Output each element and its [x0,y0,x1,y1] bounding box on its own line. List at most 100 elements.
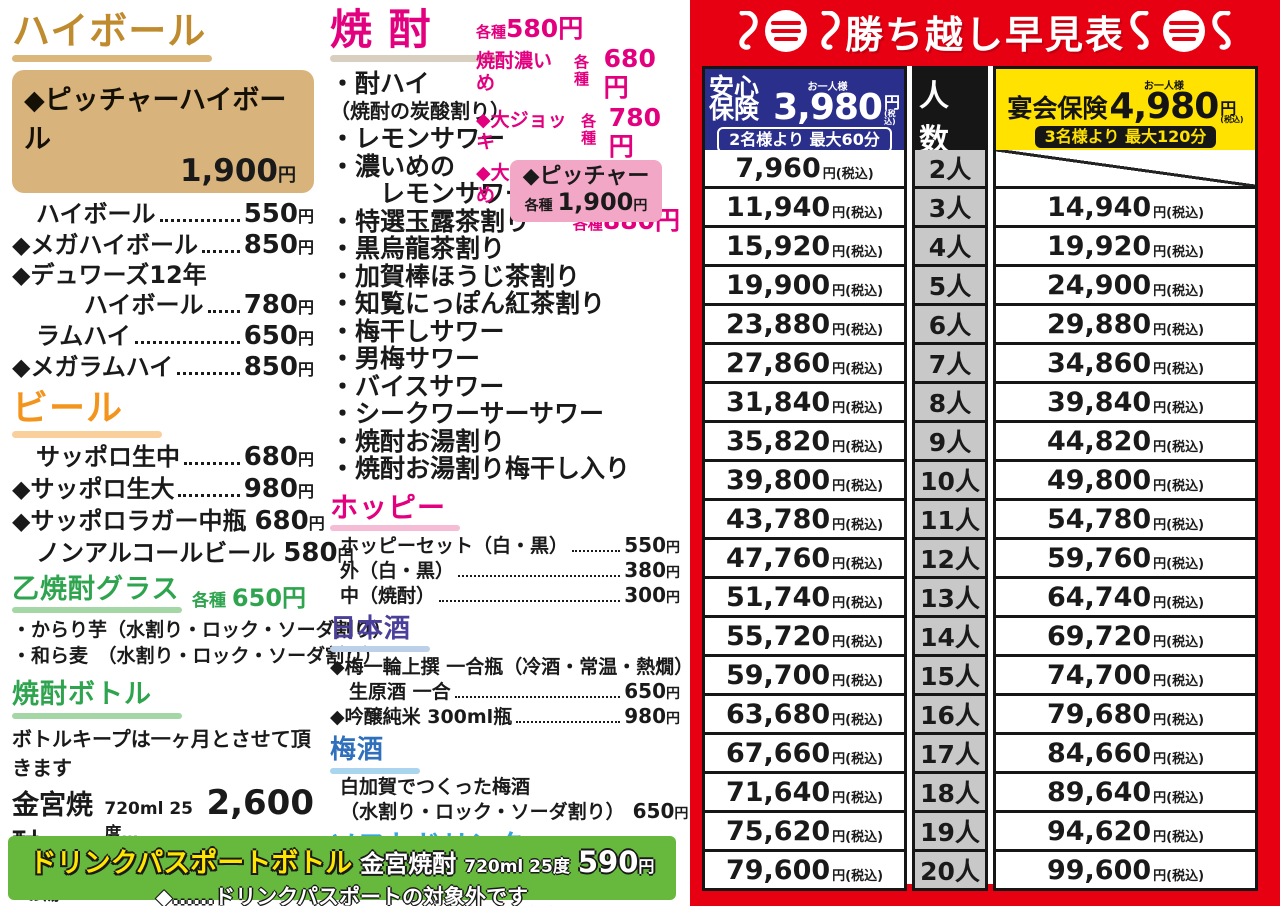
hoppy-item-list: ホッピーセット（白・黒） 550円 外（白・黒） 380円 中（焼酎） 300 [330,535,680,606]
item-price: 650円 [624,679,680,704]
people-count-cell: 7人 [912,345,988,384]
dotted-leader [201,249,240,253]
people-count-cell: 6人 [912,306,988,345]
item-name: ◆サッポロラガー中瓶 [12,506,247,535]
enkai-price-cell: 14,940 円(税込) [993,189,1258,228]
dotted-leader [439,599,621,602]
banner-bottle-spec: 720ml 25度 [464,857,570,877]
enkai-price-cell: 円(税込) [993,150,1258,189]
item-price: 980円 [624,704,680,729]
dotted-leader [454,696,621,699]
enkai-price-cell: 59,760 円(税込) [993,540,1258,579]
item-name: ◆メガハイボール [12,230,198,259]
bottle-keep-note: ボトルキープは一ヶ月とさせて頂きます [12,726,311,780]
menu-item: ◆梅一輪上撰 一合瓶（冷酒・常温・熱燗） 550円 [330,656,757,677]
featured-item-name: ◆ピッチャーハイボール [24,84,287,155]
menu-item: ・濃いめの [330,151,456,181]
banner-bottle-name: 金宮焼酎 [360,850,457,878]
people-count-cell: 15人 [912,657,988,696]
anshin-price-cell: 31,840 円(税込) [702,384,907,423]
dotted-leader [177,371,240,375]
item-name: ◆メガラムハイ [12,352,174,381]
item-name: 生原酒 一合 [330,681,451,704]
anshin-price-cell: 55,720 円(税込) [702,618,907,657]
shochu-price-line: 焼酎濃いめ 各種 680円 [476,43,656,103]
menu-item: （水割り・ロック・ソーダ割り） 650円 [340,801,688,822]
item-price: 980円 [243,473,314,504]
people-count-cell: 8人 [912,384,988,423]
item-price: 550円 [624,532,680,557]
section-title-highball: ハイボール [12,11,212,62]
enkai-price-cell: 69,720 円(税込) [993,618,1258,657]
enkai-price-cell: 54,780 円(税込) [993,501,1258,540]
menu-item: レモンサワー [330,179,531,209]
people-count-cell: 3人 [912,189,988,228]
item-price: 580円 [283,537,354,568]
item-name: 白加賀でつくった梅酒 [340,775,531,798]
menu-item: ・からり芋（水割り・ロック・ソーダ割り） [12,619,392,642]
menu-item: ・バイスサワー [330,371,505,401]
item-name: サッポロ生中 [12,442,180,471]
anshin-price-cell: 79,600 円(税込) [702,852,907,891]
item-name: 中（焼酎） [340,584,436,607]
anshin-price-cell: 59,700 円(税込) [702,657,907,696]
anshin-price-cell: 35,820 円(税込) [702,423,907,462]
anshin-price-cell: 19,900 円(税込) [702,267,907,306]
enkai-price-cell: 39,840 円(税込) [993,384,1258,423]
plan-unit: 円 (税込) [1220,98,1244,125]
people-count-header: 人数 [912,66,988,164]
item-name: ノンアルコールビール [12,538,276,567]
plan-price: お一人様 4,980 [1109,81,1219,128]
dotted-leader [207,309,240,313]
enkai-price-cell: 34,860 円(税込) [993,345,1258,384]
charm-icon [739,11,758,50]
menu-item: ・酎ハイ [330,69,430,99]
enkai-price-cell: 99,600 円(税込) [993,852,1258,891]
item-name: ◆デュワーズ12年 [12,260,207,289]
menu-item: ◆メガハイボール 850円 [12,232,314,258]
anshin-price-cell: 51,740 円(税込) [702,579,907,618]
shochu-item-list: ・酎ハイ （焼酎の炭酸割り） ・レモンサワー ・濃いめの レモンサワー ・特選玉露茶割り… [330,70,680,483]
anshin-price-cell: 23,880 円(税込) [702,306,907,345]
enkai-price-cell: 64,740 円(税込) [993,579,1258,618]
people-count-cell: 9人 [912,423,988,462]
dotted-leader [572,549,621,552]
menu-item: ・和ら麦 （水割り・ロック・ソーダ割り） [12,644,383,667]
anshin-price-cell: 11,940 円(税込) [702,189,907,228]
menu-item: 白加賀でつくった梅酒 [340,775,680,798]
people-count-cell: 2人 [912,150,988,189]
anshin-insurance-header: 安心保険 お一人様 3,980 円 (税込) 2名様より 最大60分 [702,66,907,164]
section-title-sake: 日本酒 [330,615,430,652]
menu-item: ◆サッポロラガー中瓶 680円 [12,506,325,535]
featured-item-price: 1,900円 [179,152,296,189]
item-name: ホッピーセット（白・黒） [340,534,569,557]
people-count-cell: 19人 [912,813,988,852]
anshin-price-cell: 39,800 円(税込) [702,462,907,501]
umeshu-item-list: 白加賀でつくった梅酒 （水割り・ロック・ソーダ割り） 650円 [330,775,688,822]
item-name: ◆吟醸純米 300ml瓶 [330,706,513,729]
enkai-price-cell: 44,820 円(税込) [993,423,1258,462]
enkai-price-cell: 89,640 円(税込) [993,774,1258,813]
menu-item: ハイボール 780円 [12,292,314,318]
menu-item: ・オレンジジュース [440,901,680,906]
people-count-cell: 12人 [912,540,988,579]
menu-item: ◆サッポロ生大 980円 [12,476,314,502]
item-name: ハイボール [12,290,204,319]
menu-item: ホッピーセット（白・黒） 550円 [340,535,680,556]
anshin-price-cell: 75,620 円(税込) [702,813,907,852]
section-title-otsu-shochu-glass: 乙焼酎グラス [12,575,182,613]
menu-item: 中（焼酎） 300円 [340,585,680,606]
enkai-price-cell: 84,660 円(税込) [993,735,1258,774]
shochu-price-line: ◆大ジョッキ 各種 780円 [476,102,661,162]
people-count-cell: 16人 [912,696,988,735]
mascot-seal-icon [1163,10,1205,52]
otsu-price-note: 各種 650円 [192,584,307,613]
item-name: 外（白・黒） [340,559,455,582]
enkai-price-cell: 19,920 円(税込) [993,228,1258,267]
menu-item: ◆デュワーズ12年 [12,263,314,287]
item-price: 680円 [243,441,314,472]
item-price: 650円 [632,798,689,823]
plan-unit: 円 (税込) [883,93,900,126]
